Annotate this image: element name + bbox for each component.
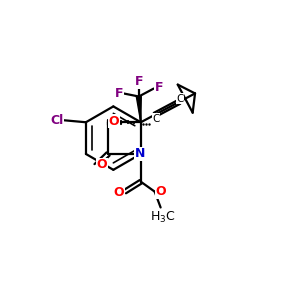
Text: O: O [97, 158, 107, 171]
Text: N: N [135, 148, 145, 160]
Text: F: F [135, 75, 143, 88]
Text: F: F [154, 81, 163, 94]
Text: F: F [115, 87, 123, 100]
Text: Cl: Cl [50, 114, 64, 127]
Text: O: O [114, 186, 124, 199]
Text: O: O [109, 115, 119, 128]
Text: O: O [155, 185, 166, 198]
Text: C: C [152, 114, 160, 124]
Polygon shape [136, 96, 141, 122]
Text: H$_3$C: H$_3$C [150, 210, 175, 225]
Text: C: C [177, 94, 184, 104]
